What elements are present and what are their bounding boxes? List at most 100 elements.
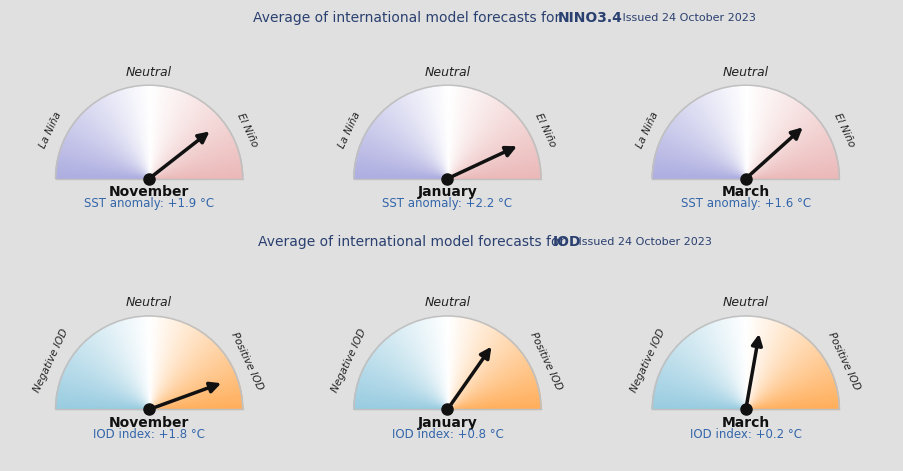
Wedge shape — [142, 316, 149, 409]
Wedge shape — [381, 111, 447, 179]
Wedge shape — [407, 94, 447, 179]
Wedge shape — [416, 90, 447, 179]
Wedge shape — [447, 155, 537, 179]
Wedge shape — [447, 87, 466, 179]
Wedge shape — [447, 361, 527, 409]
Wedge shape — [66, 136, 149, 179]
Wedge shape — [376, 348, 447, 409]
Wedge shape — [447, 134, 529, 179]
Wedge shape — [149, 147, 237, 179]
Wedge shape — [89, 337, 149, 409]
Wedge shape — [447, 120, 520, 179]
Wedge shape — [668, 355, 745, 409]
Wedge shape — [745, 342, 811, 409]
Wedge shape — [652, 177, 745, 179]
Wedge shape — [447, 129, 526, 179]
Wedge shape — [431, 317, 447, 409]
Wedge shape — [745, 139, 830, 179]
Wedge shape — [447, 391, 539, 409]
Wedge shape — [149, 134, 231, 179]
Wedge shape — [107, 326, 149, 409]
Wedge shape — [149, 328, 196, 409]
Wedge shape — [149, 93, 187, 179]
Wedge shape — [58, 388, 149, 409]
Wedge shape — [120, 320, 149, 409]
Wedge shape — [149, 129, 228, 179]
Wedge shape — [447, 146, 535, 179]
Wedge shape — [447, 337, 507, 409]
Wedge shape — [745, 106, 805, 179]
Wedge shape — [447, 355, 524, 409]
Wedge shape — [149, 86, 162, 179]
Wedge shape — [149, 86, 161, 179]
Wedge shape — [447, 164, 539, 179]
Wedge shape — [447, 154, 537, 179]
Wedge shape — [447, 85, 452, 179]
Wedge shape — [693, 332, 745, 409]
Wedge shape — [149, 353, 224, 409]
Wedge shape — [149, 85, 154, 179]
Wedge shape — [113, 323, 149, 409]
Wedge shape — [668, 125, 745, 179]
Wedge shape — [138, 86, 149, 179]
Wedge shape — [149, 327, 193, 409]
Wedge shape — [77, 119, 149, 179]
Wedge shape — [745, 113, 812, 179]
Wedge shape — [149, 316, 154, 409]
Wedge shape — [428, 317, 447, 409]
Wedge shape — [419, 89, 447, 179]
Wedge shape — [745, 341, 810, 409]
Wedge shape — [734, 86, 745, 179]
Wedge shape — [149, 145, 237, 179]
Wedge shape — [78, 117, 149, 179]
Wedge shape — [745, 152, 834, 179]
Wedge shape — [404, 95, 447, 179]
Wedge shape — [135, 86, 149, 179]
Wedge shape — [149, 155, 239, 179]
Wedge shape — [356, 388, 447, 409]
Wedge shape — [710, 92, 745, 179]
Wedge shape — [656, 148, 745, 179]
Wedge shape — [75, 121, 149, 179]
Wedge shape — [423, 319, 447, 409]
Wedge shape — [96, 102, 149, 179]
Wedge shape — [745, 407, 838, 409]
Wedge shape — [745, 343, 812, 409]
Wedge shape — [395, 332, 447, 409]
Wedge shape — [149, 363, 230, 409]
Wedge shape — [732, 86, 745, 179]
Wedge shape — [447, 132, 528, 179]
Wedge shape — [447, 102, 501, 179]
Wedge shape — [684, 107, 745, 179]
Wedge shape — [115, 322, 149, 409]
Wedge shape — [447, 317, 457, 409]
Wedge shape — [745, 384, 835, 409]
Wedge shape — [149, 316, 158, 409]
Wedge shape — [149, 89, 175, 179]
Wedge shape — [149, 175, 242, 179]
Wedge shape — [354, 402, 447, 409]
Wedge shape — [59, 153, 149, 179]
Wedge shape — [354, 177, 447, 179]
Wedge shape — [71, 357, 149, 409]
Wedge shape — [63, 141, 149, 179]
Wedge shape — [745, 408, 838, 409]
Wedge shape — [447, 327, 491, 409]
Wedge shape — [149, 341, 213, 409]
Wedge shape — [416, 321, 447, 409]
Wedge shape — [745, 93, 784, 179]
Wedge shape — [81, 114, 149, 179]
Wedge shape — [364, 135, 447, 179]
Wedge shape — [447, 89, 474, 179]
Text: SST anomaly: +1.9 °C: SST anomaly: +1.9 °C — [84, 197, 214, 211]
Wedge shape — [358, 150, 447, 179]
Text: La Niña: La Niña — [38, 110, 64, 150]
Wedge shape — [149, 383, 238, 409]
Wedge shape — [664, 364, 745, 409]
Wedge shape — [414, 91, 447, 179]
Wedge shape — [684, 338, 745, 409]
Text: January: January — [417, 416, 477, 430]
Wedge shape — [65, 367, 149, 409]
Wedge shape — [447, 96, 491, 179]
Wedge shape — [433, 317, 447, 409]
